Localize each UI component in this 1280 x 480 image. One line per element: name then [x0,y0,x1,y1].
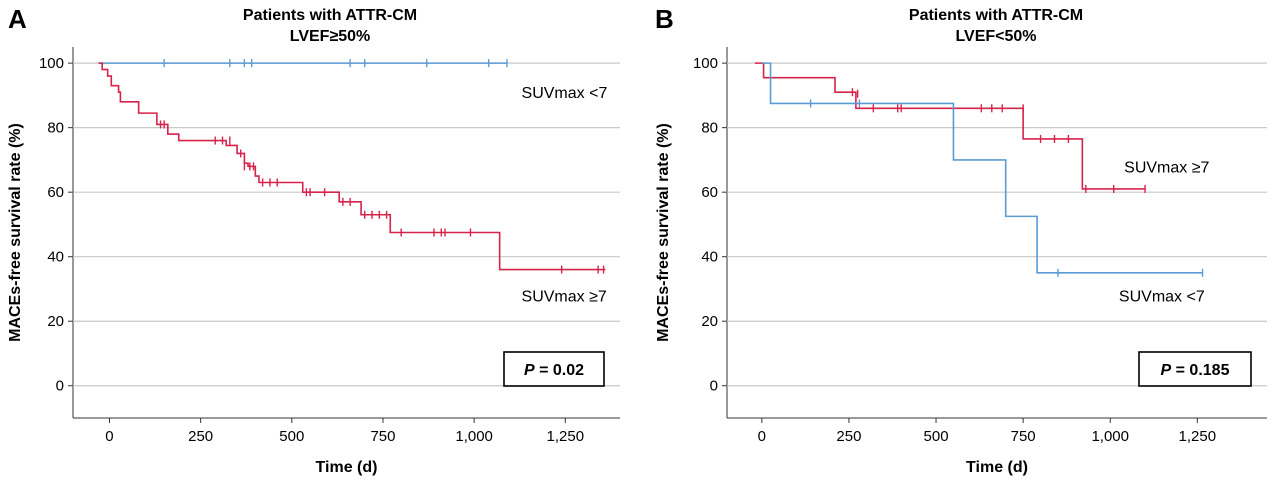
chart-title: Patients with ATTR-CM [909,7,1083,24]
x-axis-label: Time (d) [316,459,378,476]
x-tick-label: 500 [279,428,304,445]
series-label: SUVmax ≥7 [522,288,607,305]
y-tick-label: 20 [701,313,718,330]
y-tick-label: 0 [710,378,718,395]
y-tick-label: 40 [47,249,64,266]
y-axis-label: MACEs-free survival rate (%) [655,123,672,342]
p-value-symbol: P [524,362,535,379]
chart-title: Patients with ATTR-CM [243,7,417,24]
x-tick-label: 250 [188,428,213,445]
p-value-number: = 0.02 [535,362,584,379]
y-tick-label: 80 [47,120,64,137]
x-tick-label: 1,000 [455,428,493,445]
x-tick-label: 1,250 [547,428,585,445]
x-tick-label: 250 [836,428,861,445]
x-tick-label: 1,000 [1091,428,1129,445]
panel-letter: B [655,4,674,34]
panel-a: A Patients with ATTR-CM LVEF≥50% 0 20 40 60 80 1… [7,4,620,476]
series-label: SUVmax <7 [522,85,608,102]
x-axis-label: Time (d) [966,459,1028,476]
y-tick-label: 0 [56,378,64,395]
series-label: SUVmax ≥7 [1124,159,1209,176]
p-value-box [503,351,605,387]
series-line [754,62,1146,190]
x-tick-label: 750 [370,428,395,445]
x-tick-label: 500 [924,428,949,445]
y-tick-label: 20 [47,313,64,330]
chart-subtitle: LVEF<50% [955,28,1036,45]
y-tick-label: 60 [701,184,718,201]
y-axis-label: MACEs-free survival rate (%) [7,123,24,342]
panel-letter: A [8,4,27,34]
panel-b: B Patients with ATTR-CM LVEF<50% 0 20 40 60 80 1… [655,4,1267,476]
p-value-text: P = 0.185 [1161,362,1230,379]
chart-subtitle: LVEF≥50% [290,28,371,45]
y-tick-label: 40 [701,249,718,266]
y-tick-label: 60 [47,184,64,201]
x-tick-label: 0 [105,428,113,445]
x-tick-label: 0 [758,428,766,445]
y-tick-label: 80 [701,120,718,137]
p-value-number: = 0.185 [1171,362,1229,379]
y-tick-label: 100 [39,55,64,72]
series-line [761,62,1203,274]
series-suvmax-lt7 [98,59,508,68]
p-value-box [1138,351,1252,387]
y-tick-label: 100 [693,55,718,72]
p-value-symbol: P [1161,362,1172,379]
p-value-text: P = 0.02 [524,362,584,379]
series-suvmax-ge7 [98,62,606,274]
series-label: SUVmax <7 [1119,288,1205,305]
x-tick-label: 750 [1011,428,1036,445]
series-suvmax-lt7 [761,62,1204,277]
x-tick-label: 1,250 [1179,428,1217,445]
